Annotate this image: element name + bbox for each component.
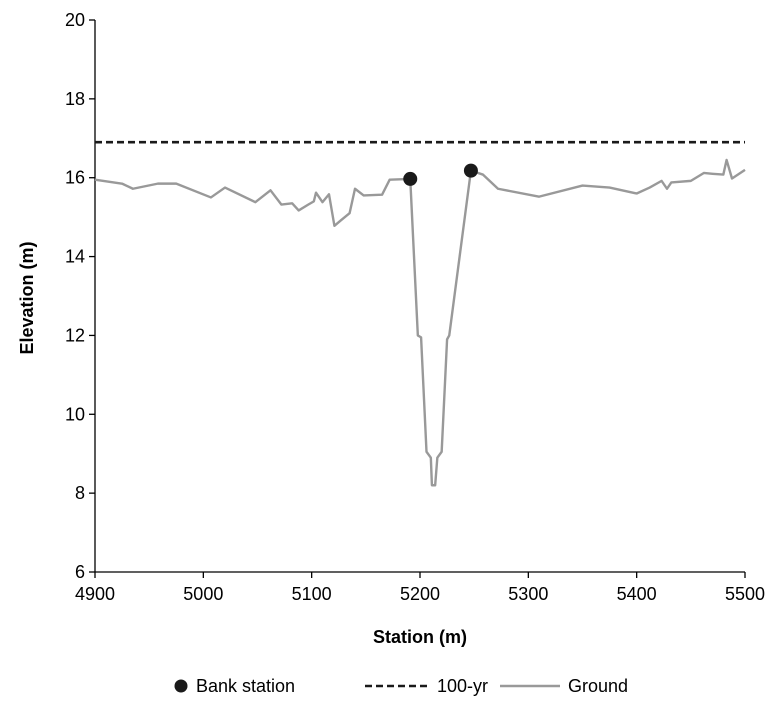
y-tick-label: 16	[65, 168, 85, 188]
y-tick-label: 14	[65, 247, 85, 267]
x-tick-label: 5000	[183, 584, 223, 604]
x-tick-label: 5300	[508, 584, 548, 604]
y-tick-label: 10	[65, 404, 85, 424]
x-tick-label: 5100	[292, 584, 332, 604]
series-layer	[94, 140, 746, 487]
x-axis-title: Station (m)	[373, 627, 467, 647]
x-tick-label: 5500	[725, 584, 765, 604]
x-tick-label: 4900	[75, 584, 115, 604]
legend-label-bank-station: Bank station	[196, 676, 295, 696]
legend-marker-bank-station	[174, 679, 188, 693]
y-axis-title: Elevation (m)	[17, 241, 37, 354]
y-tick-label: 6	[75, 562, 85, 582]
y-tick-label: 12	[65, 325, 85, 345]
x-tick-label: 5400	[617, 584, 657, 604]
legend-label-ground: Ground	[568, 676, 628, 696]
y-tick-label: 18	[65, 89, 85, 109]
series-ground-line	[94, 158, 746, 487]
bank-station-point	[403, 171, 418, 186]
legend-label-100-yr: 100-yr	[437, 676, 488, 696]
x-tick-label: 5200	[400, 584, 440, 604]
axes-layer: 6 8 10 12 14 16 18 20 4900 5000 5100 5200 5300 5400 55…	[65, 10, 765, 604]
y-tick-label: 20	[65, 10, 85, 30]
y-tick-label: 8	[75, 483, 85, 503]
bank-station-point	[463, 163, 478, 178]
legend: Bank station 100-yr Ground	[174, 676, 628, 696]
